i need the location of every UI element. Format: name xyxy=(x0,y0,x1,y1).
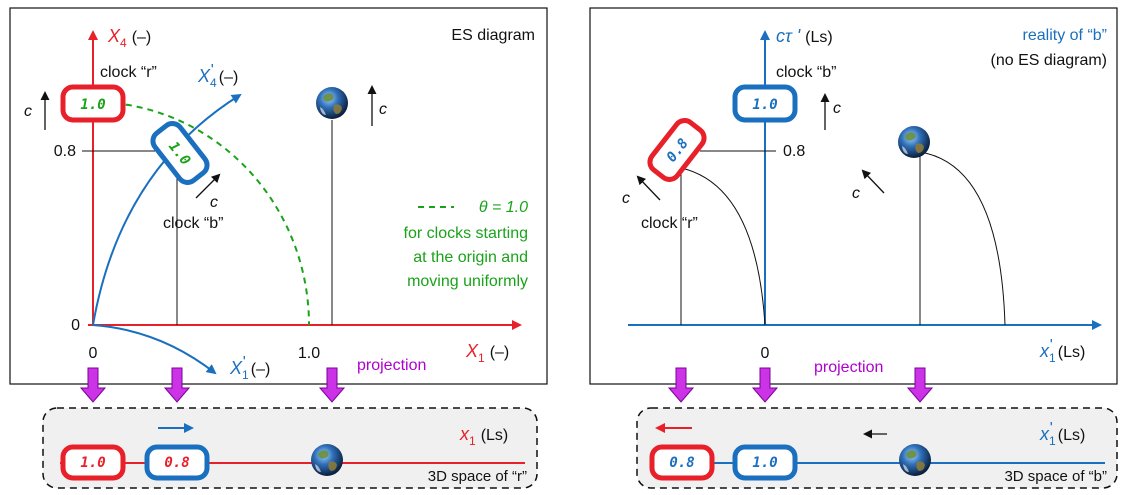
x1-axis-label: X1 (–) xyxy=(465,341,509,365)
clock-r-c-label: c xyxy=(24,103,32,120)
clock-r-value: 1.0 xyxy=(80,97,105,113)
earth-icon-3d-right xyxy=(899,444,931,476)
reality-title: reality of “b” xyxy=(1023,27,1107,44)
projection-label-left: projection xyxy=(357,357,426,374)
clock-r-velocity-arrow-right xyxy=(636,175,661,201)
x4-prime-axis xyxy=(92,93,242,326)
caption-3d-left: 3D space of “r” xyxy=(428,468,527,485)
caption-3d-right: 3D space of “b” xyxy=(1004,468,1107,485)
clock-b-box-3d-left xyxy=(144,444,210,481)
clock-r-value-3d-right: 0.8 xyxy=(669,455,694,471)
clock-r-box-3d-right xyxy=(649,444,715,481)
clock-b-value-right: 1.0 xyxy=(752,97,777,113)
clock-b-value-3d-left: 0.8 xyxy=(164,455,189,471)
reality-subtitle: (no ES diagram) xyxy=(991,52,1108,69)
clock-b-velocity-arrow xyxy=(195,173,221,199)
clock-b-box-3d-right xyxy=(732,444,798,481)
clock-r-tilted-right: 0.8 xyxy=(647,118,707,182)
earth-c-label: c xyxy=(379,101,387,118)
clock-b-box-right xyxy=(732,84,798,123)
projection-label-right: projection xyxy=(814,359,883,376)
clock-r-label: clock “r” xyxy=(100,64,157,81)
tick-x-0: 0 xyxy=(89,345,98,362)
note-line-3: moving uniformly xyxy=(407,273,528,290)
clock-r-label-right: clock “r” xyxy=(641,215,698,232)
earth-velocity-arrow-right xyxy=(861,169,885,194)
clock-r-box xyxy=(60,84,126,123)
projection-arrow-5 xyxy=(751,367,779,403)
clock-b-c-label: c xyxy=(210,194,218,211)
projection-arrow-4 xyxy=(667,367,695,403)
theta-legend: θ = 1.0 xyxy=(479,199,528,216)
right-panel-frame xyxy=(589,7,1118,385)
x1-prime-axis-right-label: x1' (Ls) xyxy=(1039,337,1085,365)
tick-0-right: 0 xyxy=(761,345,770,362)
x4-axis-label: X4 (–) xyxy=(107,26,151,50)
earth-icon xyxy=(316,87,348,119)
clock-b-tilted: 1.0 xyxy=(150,121,210,185)
bottom-right-space: x1' (Ls) 0.8 1.0 3D space of “b” xyxy=(636,407,1118,489)
es-diagram-title: ES diagram xyxy=(451,27,535,44)
clock-r-value-3d-left: 1.0 xyxy=(80,455,105,471)
clock-r-box-right xyxy=(647,118,707,182)
note-line-1: for clocks starting xyxy=(404,225,528,242)
clock-r-c-right: c xyxy=(622,190,630,207)
clock-b-c-right: c xyxy=(833,100,841,117)
left-panel-frame xyxy=(9,7,548,385)
tick-x-1: 1.0 xyxy=(298,345,320,362)
earth-icon-right xyxy=(898,126,930,158)
x4-prime-axis-label: X4' (–) xyxy=(197,62,238,90)
x1-prime-axis xyxy=(92,324,217,375)
bottom-left-space: x1 (Ls) 1.0 0.8 3D space of “r” xyxy=(42,407,538,489)
note-line-2: at the origin and xyxy=(413,249,528,266)
clock-b-label: clock “b” xyxy=(163,215,223,232)
projection-arrow-3 xyxy=(318,367,346,403)
left-panel: ES diagram X4 (–) X1 (–) X4' (–) X1' (–) 0 0… xyxy=(9,7,548,385)
projection-arrows xyxy=(79,367,934,403)
tick-08-right: 0.8 xyxy=(783,143,805,160)
theta-arc xyxy=(92,101,310,326)
earth-c-right: c xyxy=(852,185,860,202)
earth-icon-3d-left xyxy=(311,444,343,476)
ctau-axis-label: cτ ' (Ls) xyxy=(776,26,833,46)
clock-b-value-3d-right: 1.0 xyxy=(752,455,777,471)
x1-prime-axis-3d-right-label: x1' (Ls) xyxy=(1039,420,1085,448)
x1-axis-3d-left-label: x1 (Ls) xyxy=(459,424,508,448)
clock-r-arc-right xyxy=(680,167,766,326)
clock-b-label-right: clock “b” xyxy=(776,64,836,81)
earth-arc-right xyxy=(919,151,1006,326)
projection-arrow-1 xyxy=(79,367,107,403)
projection-arrow-6 xyxy=(906,367,934,403)
clock-r-box-3d-left xyxy=(60,444,126,481)
projection-arrow-2 xyxy=(163,367,191,403)
tick-y-0: 0 xyxy=(71,317,80,334)
right-panel: reality of “b” (no ES diagram) cτ ' (Ls) … xyxy=(589,7,1118,385)
x1-prime-axis-label: X1' (–) xyxy=(229,354,270,382)
tick-y-08: 0.8 xyxy=(54,143,76,160)
clock-b-box xyxy=(150,121,210,185)
